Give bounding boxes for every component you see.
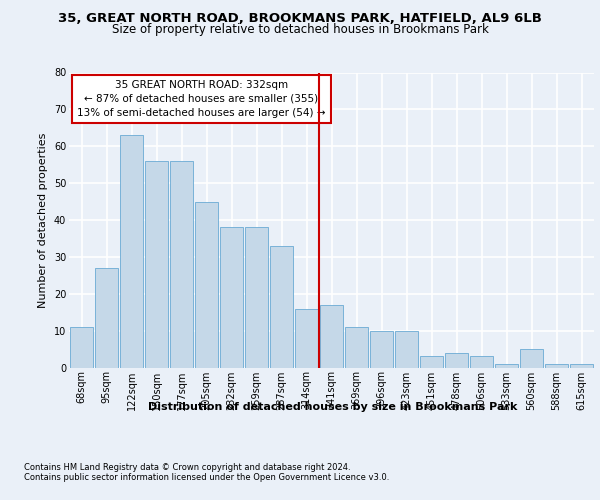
Text: 35, GREAT NORTH ROAD, BROOKMANS PARK, HATFIELD, AL9 6LB: 35, GREAT NORTH ROAD, BROOKMANS PARK, HA… — [58, 12, 542, 26]
Bar — [470, 356, 493, 368]
Bar — [569, 364, 593, 368]
Bar — [445, 353, 469, 368]
Bar — [419, 356, 443, 368]
Text: Size of property relative to detached houses in Brookmans Park: Size of property relative to detached ho… — [112, 22, 488, 36]
Bar — [370, 330, 394, 368]
Text: 35 GREAT NORTH ROAD: 332sqm
← 87% of detached houses are smaller (355)
13% of se: 35 GREAT NORTH ROAD: 332sqm ← 87% of det… — [77, 80, 326, 118]
Bar — [269, 246, 293, 368]
Text: Contains HM Land Registry data © Crown copyright and database right 2024.: Contains HM Land Registry data © Crown c… — [24, 462, 350, 471]
Bar — [145, 161, 169, 368]
Y-axis label: Number of detached properties: Number of detached properties — [38, 132, 48, 308]
Bar — [494, 364, 518, 368]
Bar — [545, 364, 568, 368]
Bar — [344, 327, 368, 368]
Bar — [95, 268, 118, 368]
Text: Contains public sector information licensed under the Open Government Licence v3: Contains public sector information licen… — [24, 472, 389, 482]
Bar — [194, 202, 218, 368]
Bar — [220, 228, 244, 368]
Bar — [320, 305, 343, 368]
Bar — [245, 228, 268, 368]
Bar — [70, 327, 94, 368]
Bar — [395, 330, 418, 368]
Bar — [170, 161, 193, 368]
Bar — [119, 135, 143, 368]
Text: Distribution of detached houses by size in Brookmans Park: Distribution of detached houses by size … — [148, 402, 518, 412]
Bar — [295, 308, 319, 368]
Bar — [520, 349, 544, 368]
